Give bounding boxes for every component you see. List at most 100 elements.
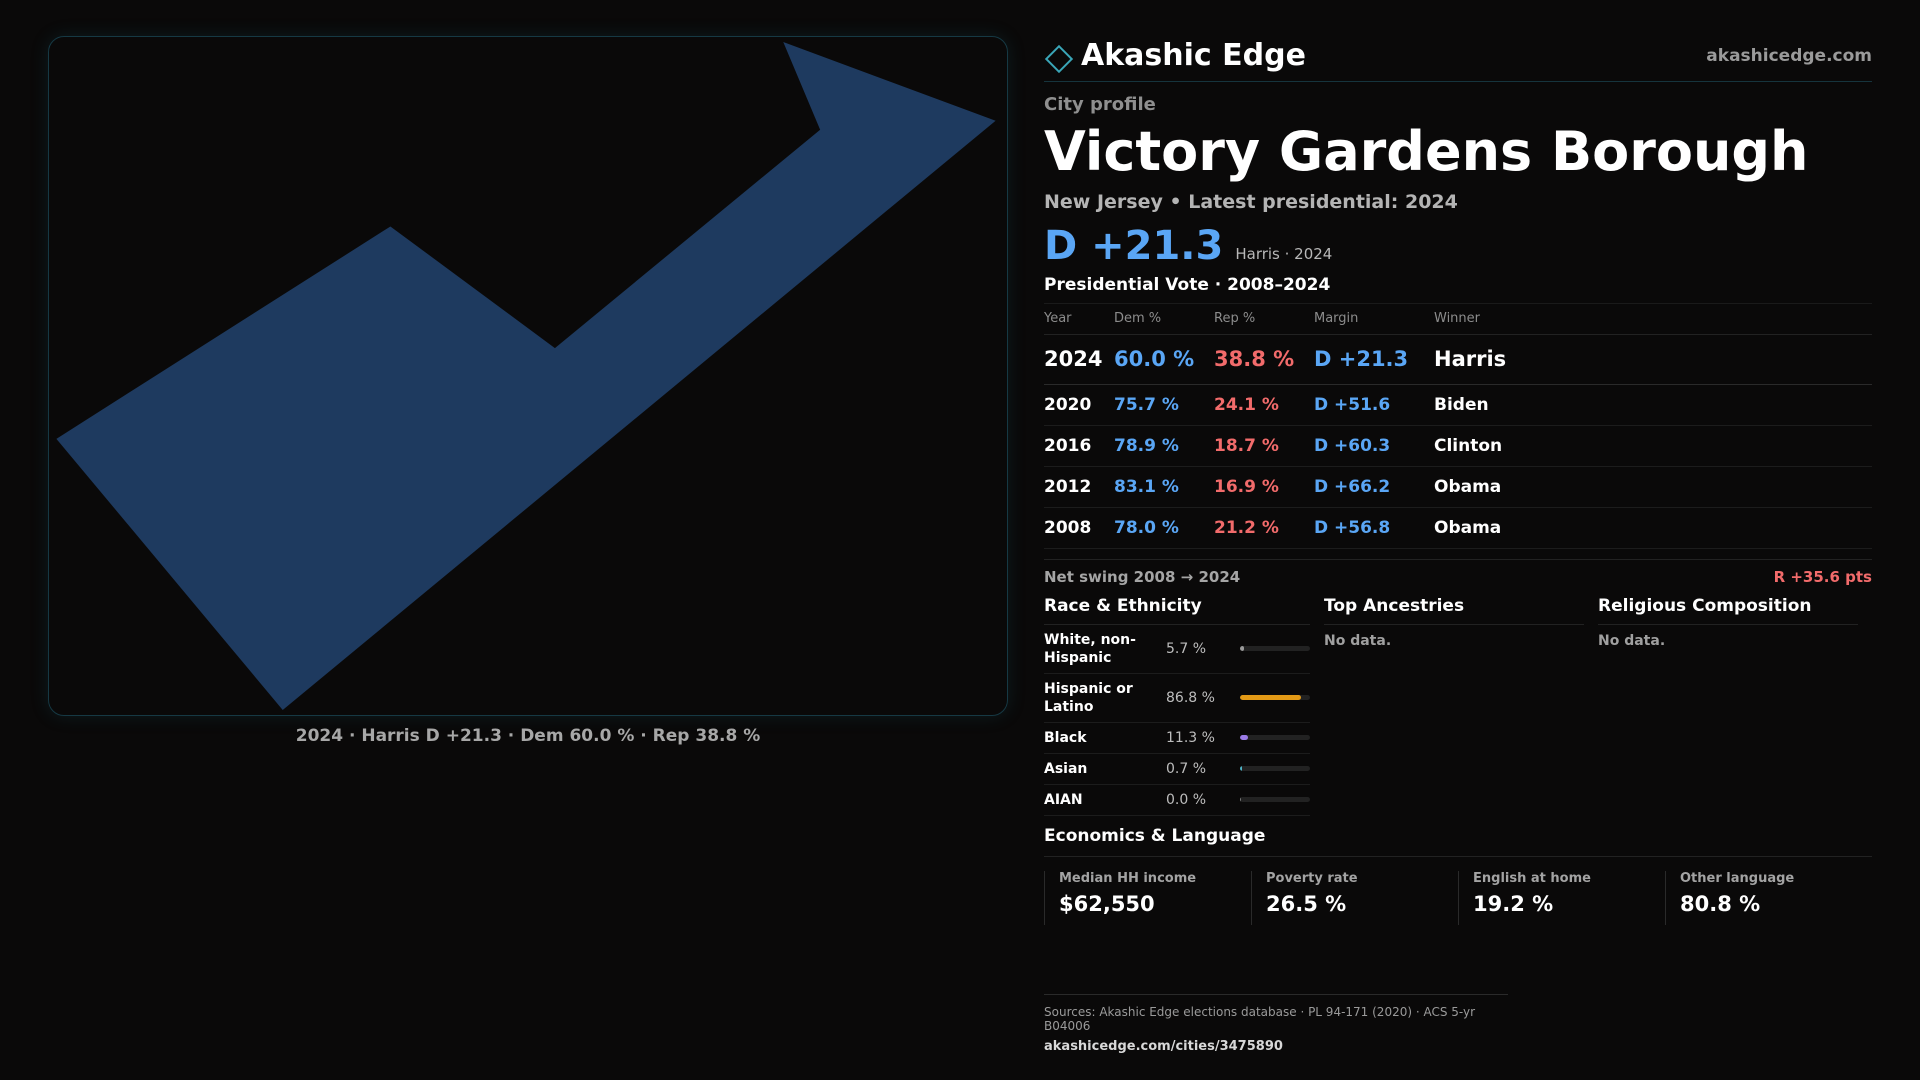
headline-margin: D +21.3 Harris · 2024 (1044, 223, 1872, 269)
headline-margin-value: D +21.3 (1044, 223, 1224, 269)
race-bar (1240, 646, 1310, 651)
religion-section: Religious Composition No data. (1598, 596, 1872, 816)
profile-panel: Akashic Edge akashicedge.com City profil… (1044, 30, 1872, 925)
table-row: 2020 75.7 % 24.1 % D +51.6 Biden (1044, 384, 1872, 426)
list-item: Hispanic or Latino 86.8 % (1044, 674, 1310, 723)
race-bar-fill (1240, 646, 1244, 651)
econ-value: 80.8 % (1680, 891, 1761, 916)
ancestries-title: Top Ancestries (1324, 596, 1584, 625)
margin-cell: D +60.3 (1314, 425, 1434, 467)
footer: Sources: Akashic Edge elections database… (1044, 994, 1508, 1054)
religion-empty: No data. (1598, 632, 1666, 649)
econ-value: $62,550 (1059, 891, 1155, 916)
brand[interactable]: Akashic Edge (1044, 38, 1306, 73)
race-list: White, non-Hispanic 5.7 % Hispanic or La… (1044, 625, 1310, 816)
map-caption: 2024 · Harris D +21.3 · Dem 60.0 % · Rep… (295, 726, 761, 746)
race-label: Hispanic or Latino (1044, 680, 1133, 715)
race-bar (1240, 735, 1310, 740)
race-label: White, non-Hispanic (1044, 631, 1136, 666)
site-url-link[interactable]: akashicedge.com (1706, 45, 1872, 66)
header: Akashic Edge akashicedge.com (1044, 30, 1872, 82)
dem-cell: 78.0 % (1114, 507, 1214, 549)
race-label: Black (1044, 729, 1087, 746)
year-cell: 2020 (1044, 384, 1114, 426)
net-swing: Net swing 2008 → 2024 R +35.6 pts (1044, 558, 1872, 586)
ancestries-section: Top Ancestries No data. (1324, 596, 1598, 816)
econ-card-poverty: Poverty rate 26.5 % (1251, 870, 1458, 925)
ancestries-empty: No data. (1324, 632, 1392, 649)
margin-cell: D +21.3 (1314, 334, 1434, 385)
rep-cell: 18.7 % (1214, 425, 1314, 467)
table-row: 2024 60.0 % 38.8 % D +21.3 Harris (1044, 334, 1872, 385)
column-header-year: Year (1044, 304, 1114, 335)
race-label: Asian (1044, 760, 1088, 777)
list-item: Asian 0.7 % (1044, 754, 1310, 785)
page-subtitle: New Jersey • Latest presidential: 2024 (1044, 191, 1458, 213)
list-item: White, non-Hispanic 5.7 % (1044, 625, 1310, 674)
race-ethnicity-section: Race & Ethnicity White, non-Hispanic 5.7… (1044, 596, 1324, 816)
race-bar (1240, 695, 1310, 700)
footer-sources: Sources: Akashic Edge elections database… (1044, 1005, 1476, 1033)
winner-cell: Obama (1434, 466, 1872, 508)
rep-cell: 24.1 % (1214, 384, 1314, 426)
dem-cell: 60.0 % (1114, 334, 1214, 385)
econ-card-other-language: Other language 80.8 % (1665, 870, 1872, 925)
page-title: Victory Gardens Borough (1044, 120, 1809, 183)
race-pct: 86.8 % (1166, 689, 1215, 706)
winner-cell: Clinton (1434, 425, 1872, 467)
column-header-rep: Rep % (1214, 304, 1314, 335)
headline-margin-note: Harris · 2024 (1235, 245, 1333, 263)
margin-cell: D +56.8 (1314, 507, 1434, 549)
demographics-grid: Race & Ethnicity White, non-Hispanic 5.7… (1044, 596, 1872, 816)
religion-title: Religious Composition (1598, 596, 1858, 625)
city-map (48, 36, 1008, 716)
column-header-dem: Dem % (1114, 304, 1214, 335)
dem-cell: 83.1 % (1114, 466, 1214, 508)
race-pct: 11.3 % (1166, 729, 1215, 746)
econ-label: English at home (1473, 870, 1591, 886)
dem-cell: 75.7 % (1114, 384, 1214, 426)
table-row: 2016 78.9 % 18.7 % D +60.3 Clinton (1044, 425, 1872, 467)
page-kicker: City profile (1044, 94, 1156, 115)
winner-cell: Biden (1434, 384, 1872, 426)
rep-cell: 16.9 % (1214, 466, 1314, 508)
winner-cell: Obama (1434, 507, 1872, 549)
economics-grid: Median HH income $62,550 Poverty rate 26… (1044, 870, 1872, 925)
year-cell: 2024 (1044, 334, 1114, 385)
list-item: Black 11.3 % (1044, 723, 1310, 754)
city-boundary-shape (56, 41, 996, 711)
dem-cell: 78.9 % (1114, 425, 1214, 467)
presidential-vote-table: Year Dem % Rep % Margin Winner 2024 60.0… (1044, 304, 1872, 549)
race-label: AIAN (1044, 791, 1083, 808)
econ-value: 19.2 % (1473, 891, 1554, 916)
diamond-icon (1044, 44, 1074, 73)
race-pct: 5.7 % (1166, 640, 1207, 657)
table-row: 2008 78.0 % 21.2 % D +56.8 Obama (1044, 507, 1872, 549)
city-boundary-map (56, 41, 996, 711)
margin-cell: D +51.6 (1314, 384, 1434, 426)
econ-label: Median HH income (1059, 870, 1197, 886)
race-ethnicity-title: Race & Ethnicity (1044, 596, 1310, 625)
race-bar-fill (1240, 735, 1248, 740)
net-swing-label: Net swing 2008 → 2024 (1044, 567, 1241, 586)
race-pct: 0.7 % (1166, 760, 1207, 777)
rep-cell: 21.2 % (1214, 507, 1314, 549)
brand-name: Akashic Edge (1081, 38, 1306, 73)
winner-cell: Harris (1434, 334, 1872, 385)
race-bar-fill (1240, 766, 1243, 771)
footer-url-link[interactable]: akashicedge.com/cities/3475890 (1044, 1039, 1283, 1054)
econ-value: 26.5 % (1266, 891, 1347, 916)
column-header-winner: Winner (1434, 304, 1872, 335)
econ-label: Poverty rate (1266, 870, 1358, 886)
margin-cell: D +66.2 (1314, 466, 1434, 508)
table-row: 2012 83.1 % 16.9 % D +66.2 Obama (1044, 466, 1872, 508)
econ-label: Other language (1680, 870, 1795, 886)
net-swing-value: R +35.6 pts (1773, 567, 1872, 586)
economics-title: Economics & Language (1044, 826, 1872, 857)
table-header-row: Year Dem % Rep % Margin Winner (1044, 304, 1872, 335)
race-bar (1240, 766, 1310, 771)
column-header-margin: Margin (1314, 304, 1434, 335)
race-pct: 0.0 % (1166, 791, 1207, 808)
econ-card-english: English at home 19.2 % (1458, 870, 1665, 925)
race-bar-fill (1240, 797, 1241, 802)
